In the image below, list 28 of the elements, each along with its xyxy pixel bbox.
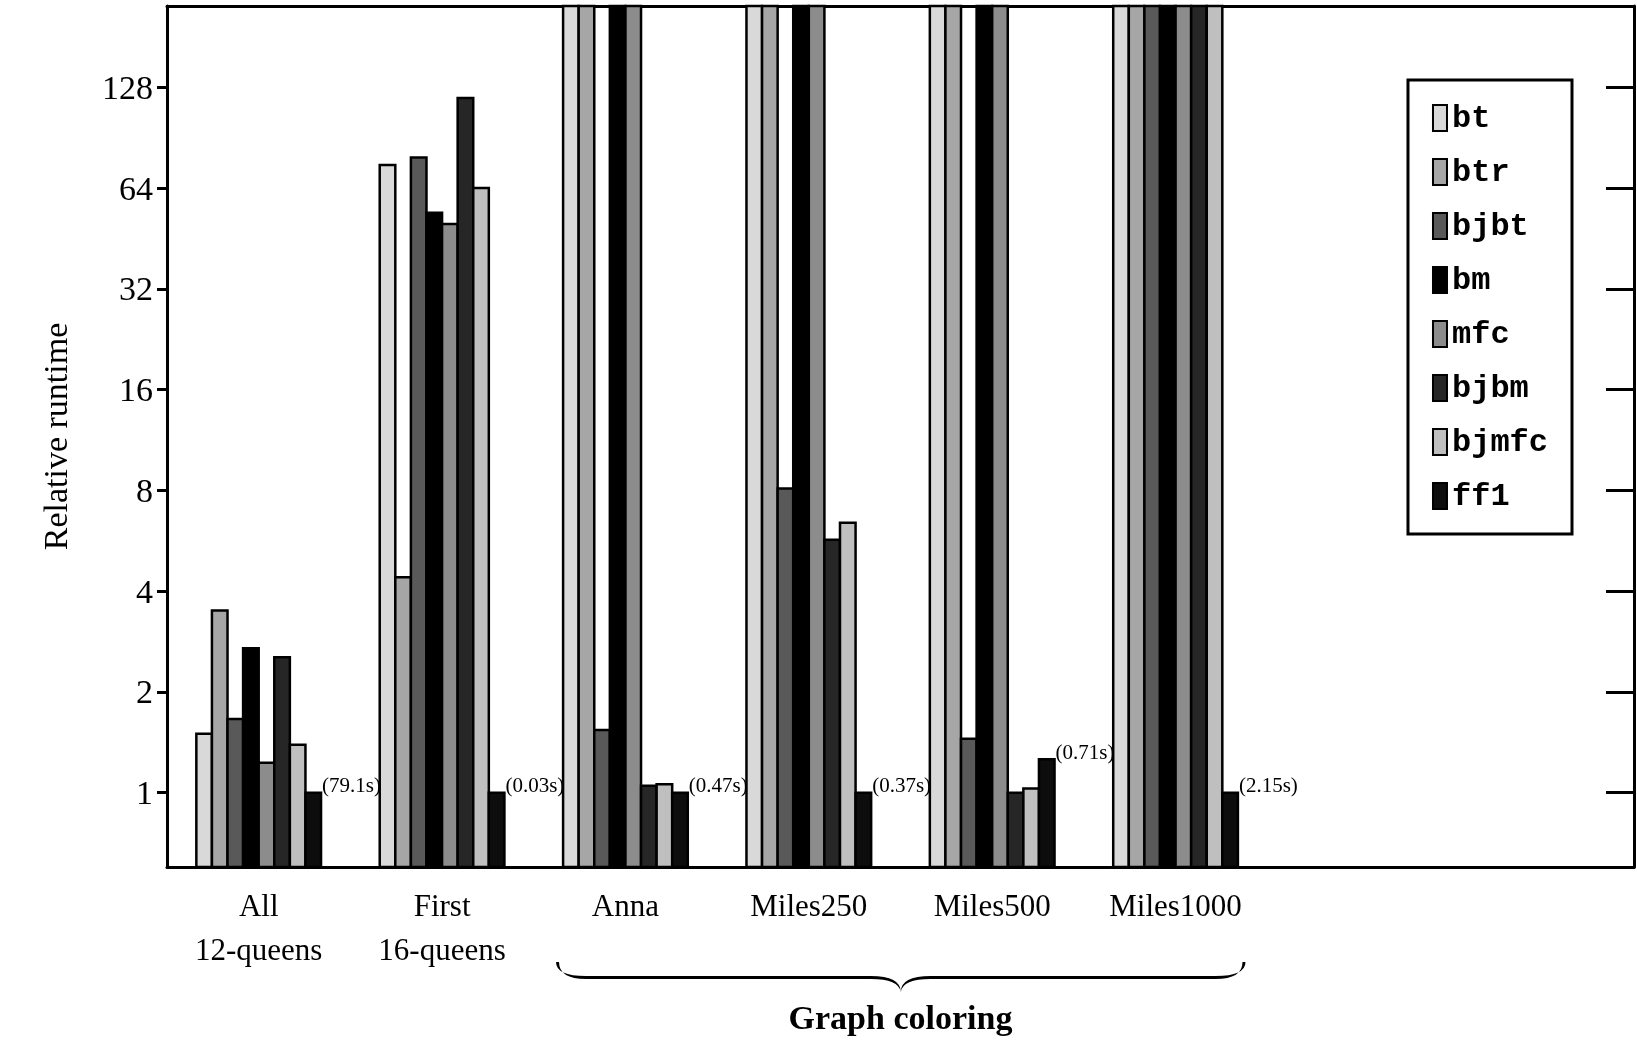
legend-label: btr	[1451, 153, 1510, 191]
y-tick-label: 128	[102, 68, 153, 106]
y-tick-label: 4	[136, 572, 153, 610]
x-tick-label: Miles250	[750, 887, 868, 923]
y-tick-label: 2	[136, 673, 153, 711]
x-tick-label: Miles1000	[1109, 887, 1242, 923]
legend-label: bjbt	[1451, 207, 1529, 245]
legend-label: bt	[1451, 99, 1491, 137]
x-tick-label: Miles500	[933, 887, 1051, 923]
legend-label: bjmfc	[1451, 423, 1548, 461]
y-axis-title: Relative runtime	[36, 322, 74, 551]
y-tick-label: 64	[119, 169, 153, 207]
x-tick-label: All 12-queens	[194, 887, 323, 967]
annotation: (2.15s)	[1238, 773, 1298, 798]
legend-label: bjbm	[1451, 369, 1529, 407]
x-tick-label: First 16-queens	[378, 887, 506, 967]
y-tick-label: 16	[119, 371, 153, 409]
annotation: (79.1s)	[322, 773, 381, 798]
annotation: (0.37s)	[872, 773, 932, 798]
legend-label: mfc	[1451, 315, 1510, 353]
x-tick-label: Anna	[591, 887, 660, 923]
y-tick-label: 1	[136, 774, 153, 812]
y-tick-label: 8	[136, 471, 153, 509]
legend-label: ff1	[1451, 477, 1510, 515]
text: Graph coloring	[788, 998, 1013, 1036]
legend-label: bm	[1451, 261, 1491, 299]
y-tick-label: 32	[119, 270, 153, 308]
annotation: (0.03s)	[505, 773, 565, 798]
